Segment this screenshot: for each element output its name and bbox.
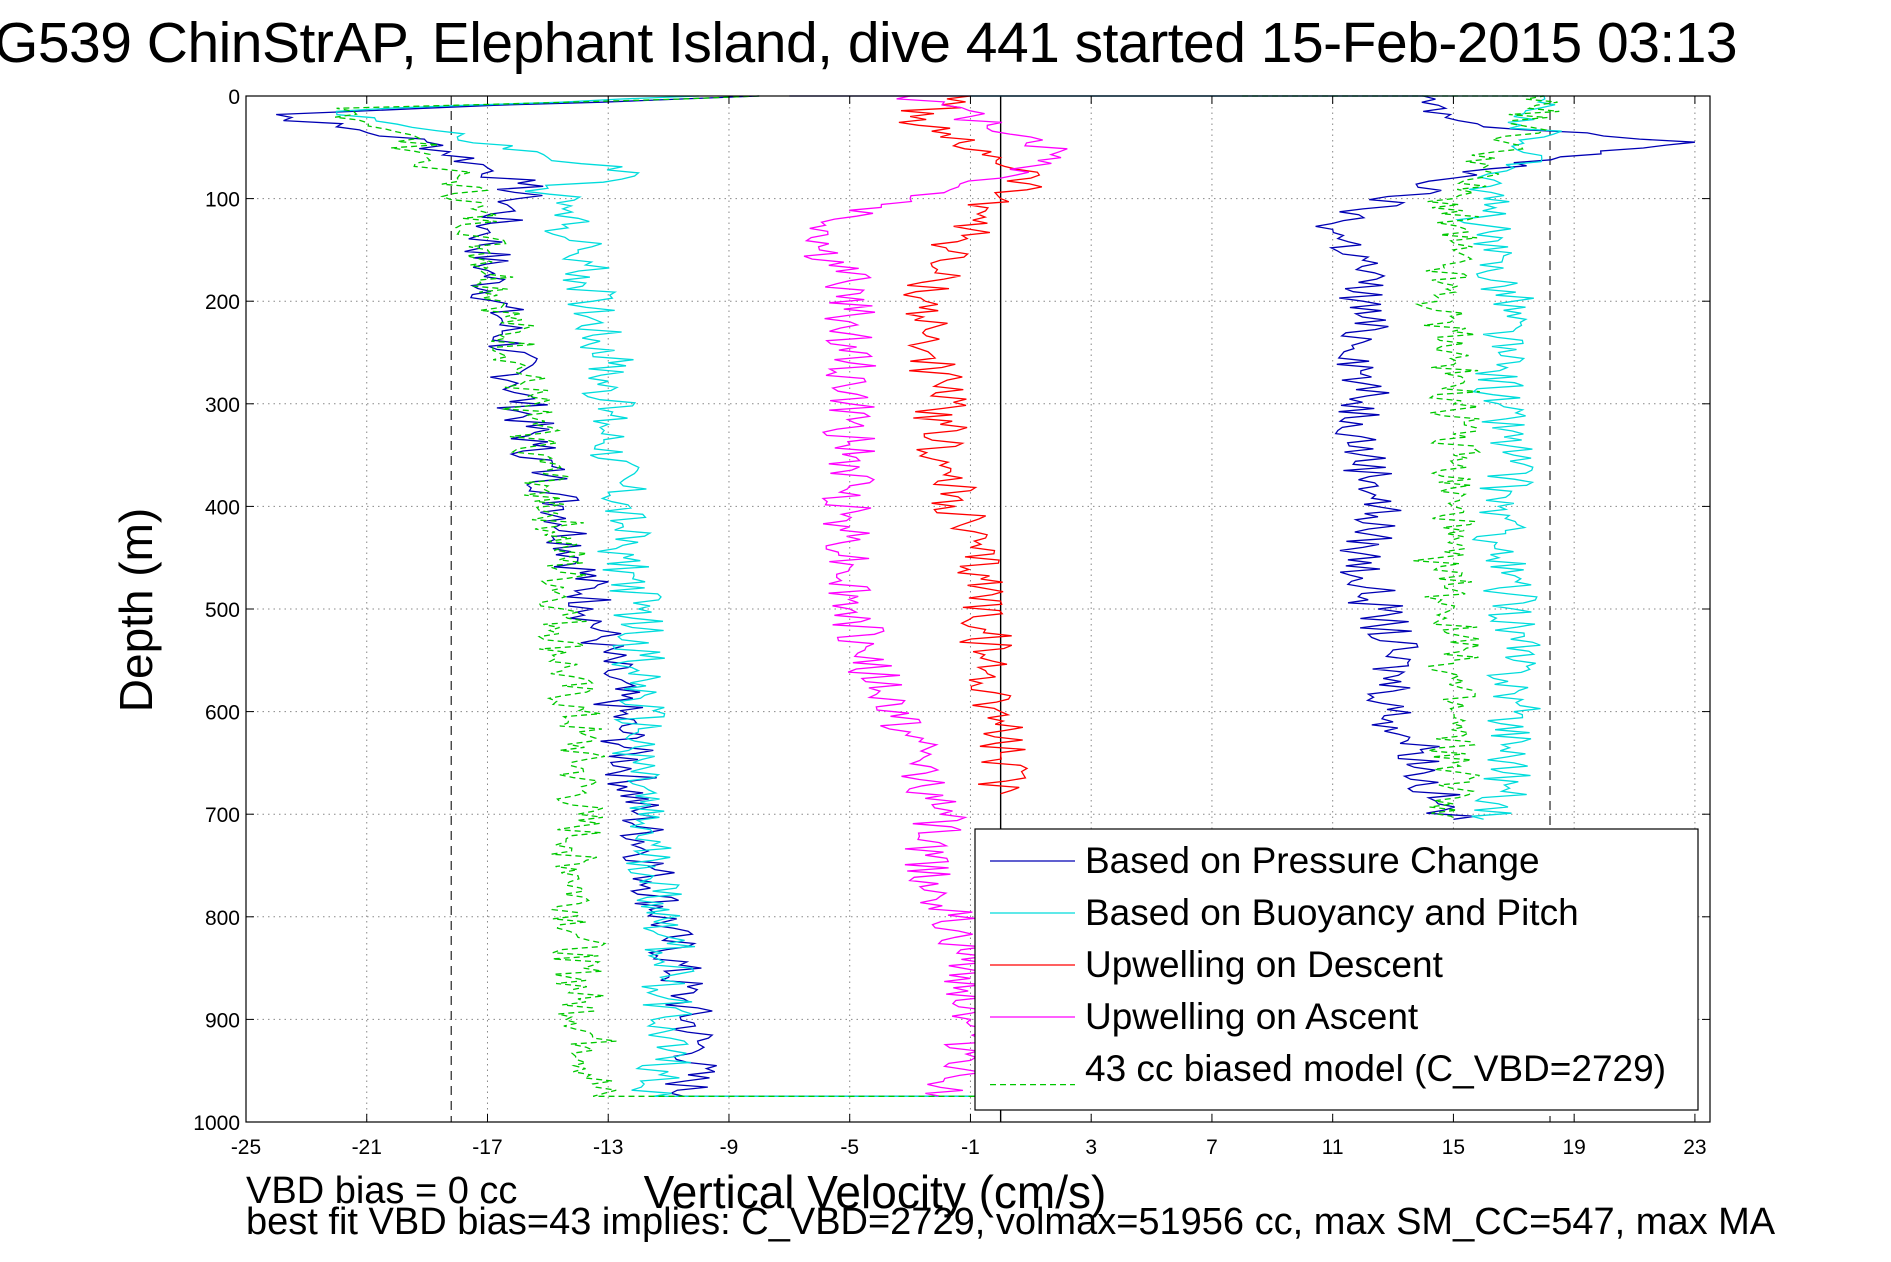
footer-vbd-bias: VBD bias = 0 cc xyxy=(246,1170,518,1212)
x-tick-label: 15 xyxy=(1442,1136,1465,1159)
x-tick-label: -5 xyxy=(840,1136,859,1159)
y-tick-label: 800 xyxy=(205,907,240,930)
y-tick-label: 1000 xyxy=(193,1112,240,1135)
x-tick-label: -9 xyxy=(720,1136,739,1159)
x-tick-label: -1 xyxy=(961,1136,980,1159)
y-tick-label: 700 xyxy=(205,804,240,827)
series-line-ascent xyxy=(789,95,1695,820)
x-tick-label: 3 xyxy=(1085,1136,1097,1159)
x-tick-label: 7 xyxy=(1206,1136,1218,1159)
series-line-descent xyxy=(898,95,1043,795)
legend-label: Upwelling on Ascent xyxy=(1085,996,1419,1037)
y-tick-label: 100 xyxy=(205,189,240,212)
y-tick-label: 300 xyxy=(205,394,240,417)
series-line-descent xyxy=(276,95,1001,1097)
series-line-descent xyxy=(803,95,1068,1097)
x-tick-label: -17 xyxy=(472,1136,502,1159)
legend-label: Upwelling on Descent xyxy=(1085,944,1444,985)
legend: Based on Pressure Change Based on Buoyanc… xyxy=(974,828,1699,1111)
series-line-descent xyxy=(335,95,1001,1097)
series-line-descent xyxy=(335,95,1001,1097)
x-tick-label: -13 xyxy=(593,1136,623,1159)
y-axis-label: Depth (m) xyxy=(110,508,162,712)
y-tick-label: 400 xyxy=(205,496,240,519)
footer-best-fit: best fit VBD bias=43 implies: C_VBD=2729… xyxy=(246,1201,1776,1243)
legend-label: 43 cc biased model (C_VBD=2729) xyxy=(1085,1048,1666,1089)
y-tick-label: 200 xyxy=(205,291,240,314)
data-series xyxy=(276,95,1695,1097)
legend-label: Based on Buoyancy and Pitch xyxy=(1085,892,1579,933)
chart-title: G539 ChinStrAP, Elephant Island, dive 44… xyxy=(0,11,1738,75)
axis-ticks: -25 -21 -17 -13 -9 -5 -1 3 7 11 15 19 23010020030040… xyxy=(193,86,1710,1159)
y-tick-label: 900 xyxy=(205,1009,240,1032)
y-tick-label: 600 xyxy=(205,702,240,725)
series-line-ascent xyxy=(970,95,1562,820)
y-tick-label: 0 xyxy=(228,86,240,109)
legend-box xyxy=(974,828,1699,1111)
legend-label: Based on Pressure Change xyxy=(1085,840,1540,881)
x-tick-label: -21 xyxy=(352,1136,382,1159)
x-tick-label: 19 xyxy=(1562,1136,1585,1159)
y-tick-label: 500 xyxy=(205,599,240,622)
x-tick-label: 11 xyxy=(1322,1136,1344,1159)
x-axis-label: Vertical Velocity (cm/s) xyxy=(644,1166,1107,1218)
x-tick-label: 23 xyxy=(1683,1136,1706,1159)
x-tick-label: -25 xyxy=(231,1136,261,1159)
